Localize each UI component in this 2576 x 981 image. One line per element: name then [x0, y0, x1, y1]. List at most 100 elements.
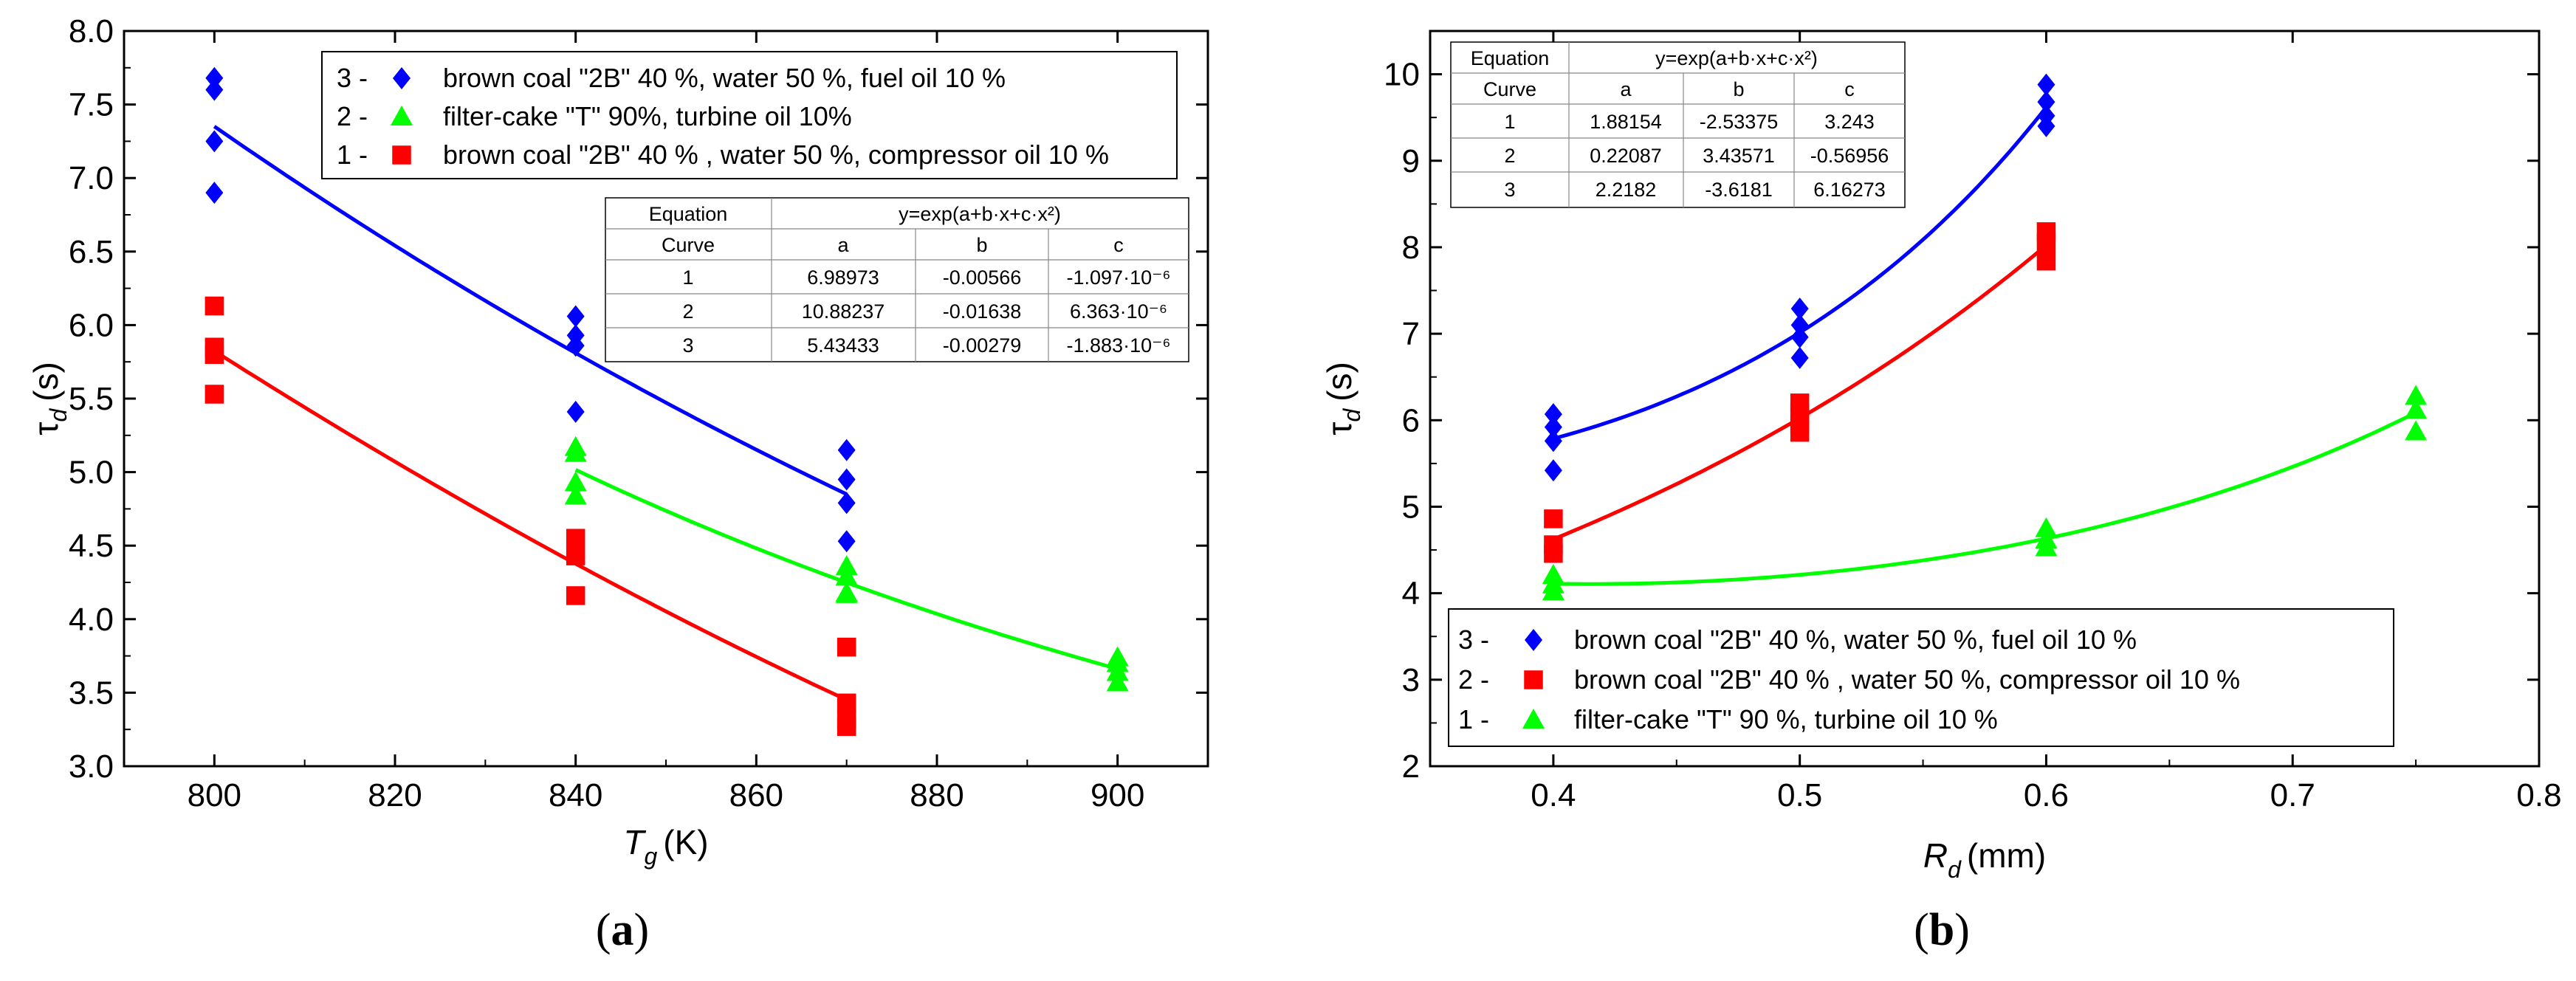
x-axis-label-b: Rd (mm)	[1923, 836, 2046, 883]
data-point-3	[2037, 91, 2055, 114]
y-tick-label: 5.0	[69, 455, 114, 491]
data-point-1	[2035, 536, 2058, 557]
data-point-2	[2036, 251, 2056, 271]
legend-marker-3	[1525, 629, 1542, 651]
table-cell-b: 2.2182	[1596, 179, 1657, 201]
chart-panel-a: 800 820 840 860 880 900 3.0 3.5 4.0 4.5 5.0 5.5 6.0 6…	[27, 13, 1209, 955]
table-header-equation-b: Equation	[1471, 47, 1550, 69]
data-point-2	[2036, 233, 2056, 252]
data-point-1	[837, 717, 856, 736]
legend-markers-a	[391, 67, 413, 165]
x-label-symbol-a: T	[623, 823, 646, 861]
data-point-1	[837, 693, 856, 713]
x-tick-label: 820	[368, 777, 422, 813]
table-header-a-b: a	[1620, 78, 1632, 100]
data-point-1	[2405, 420, 2428, 441]
table-cell-a: 1	[682, 266, 693, 289]
data-point-2	[1544, 509, 1563, 529]
legend-marker-1	[392, 145, 411, 165]
y-tick-label: 3.5	[69, 675, 114, 711]
x-label-sub-a: g	[644, 843, 657, 870]
data-point-2	[1544, 543, 1563, 563]
data-point-3	[2037, 73, 2055, 96]
y-label-unit-b: (s)	[1320, 362, 1359, 402]
data-point-1	[837, 637, 856, 657]
y-label-symbol-a: τ	[27, 422, 65, 436]
data-point-1	[205, 345, 224, 364]
data-point-3	[1544, 403, 1562, 426]
table-cell-b: -0.56956	[1810, 145, 1889, 167]
y-tick-label: 5.5	[69, 381, 114, 417]
legend-num-3-a: 3 -	[337, 63, 368, 93]
legend-num-2-b: 2 -	[1458, 664, 1489, 695]
data-point-3	[566, 400, 585, 423]
table-cell-a: 10.88237	[802, 300, 885, 323]
y-label-sub-b: d	[1339, 408, 1365, 422]
data-point-3	[205, 66, 224, 89]
data-point-3	[2037, 114, 2055, 137]
data-point-1	[566, 546, 585, 565]
table-header-curve-a: Curve	[662, 234, 715, 256]
data-point-3	[1544, 430, 1562, 452]
legend-label-3-a: brown coal "2B" 40 %, water 50 %, fuel o…	[443, 63, 1006, 93]
legend-num-2-a: 2 -	[337, 101, 368, 131]
legend-marker-3	[393, 67, 411, 89]
caption-letter-a: a	[611, 905, 634, 955]
y-tick-label: 3.0	[69, 748, 114, 785]
legend-num-1-a: 1 -	[337, 140, 368, 170]
data-point-3	[205, 182, 224, 204]
x-tick-label: 880	[910, 777, 964, 813]
y-axis-label-b: τd (s)	[1320, 362, 1365, 436]
table-cell-b: 3.43571	[1703, 145, 1775, 167]
x-tick-label: 0.5	[1777, 777, 1822, 813]
table-cell-a: -0.01638	[943, 300, 1022, 323]
legend-label-2-b: brown coal "2B" 40 % , water 50 %, compr…	[1574, 664, 2240, 695]
data-point-3	[1790, 297, 1809, 320]
data-point-2	[835, 582, 858, 603]
x-tick-label: 0.4	[1531, 777, 1576, 813]
y-label-symbol-b: τ	[1320, 422, 1359, 436]
panel-caption-b: (b)	[1914, 905, 1970, 955]
data-point-3	[205, 78, 224, 101]
y-tick-label: 7.5	[69, 87, 114, 123]
table-cell-b: 2	[1504, 145, 1515, 167]
caption-close-b: )	[1954, 905, 1970, 955]
y-tick-label: 3	[1402, 662, 1420, 698]
table-cell-b: 1	[1504, 111, 1515, 133]
table-header-formula-a: y=exp(a+b·x+c·x²)	[899, 203, 1061, 225]
y-tick-label: 5	[1402, 489, 1420, 525]
data-point-3	[1544, 416, 1562, 438]
y-tick-label: 8	[1402, 230, 1420, 266]
y-tick-label: 10	[1384, 57, 1420, 93]
table-cell-b: -3.6181	[1705, 179, 1773, 201]
data-point-3	[1790, 326, 1809, 348]
x-tick-label: 860	[729, 777, 783, 813]
data-point-1	[1542, 580, 1565, 601]
caption-open-a: (	[596, 905, 611, 955]
data-point-3	[837, 530, 856, 553]
equation-table-a: Equation y=exp(a+b·x+c·x²) Curve a b c 1…	[605, 197, 1189, 362]
data-point-1	[2405, 399, 2428, 419]
y-tick-label: 4.0	[69, 602, 114, 638]
legend-marker-2	[391, 106, 413, 125]
x-label-sub-b: d	[1948, 856, 1962, 883]
fit-curve-1	[213, 349, 848, 702]
legend-label-2-a: filter-cake "T" 90%, turbine oil 10%	[443, 101, 852, 131]
table-header-equation-a: Equation	[649, 203, 728, 225]
table-cell-a: -0.00279	[943, 334, 1022, 357]
data-point-3	[837, 438, 856, 461]
data-point-2	[564, 471, 587, 492]
y-tick-label: 4	[1402, 576, 1420, 612]
table-cell-b: 3	[1504, 179, 1515, 201]
axes-b: 0.4 0.5 0.6 0.7 0.8 2 3 4 5 6 7 8 9 10	[1384, 31, 2562, 813]
caption-open-b: (	[1914, 905, 1929, 955]
data-point-1	[566, 529, 585, 548]
legend-num-1-b: 1 -	[1458, 704, 1489, 734]
y-tick-label: 6.0	[69, 307, 114, 343]
table-cell-b: 0.22087	[1590, 145, 1662, 167]
table-header-curve-b: Curve	[1483, 78, 1536, 100]
data-point-1	[205, 296, 224, 316]
y-tick-label: 9	[1402, 143, 1420, 179]
